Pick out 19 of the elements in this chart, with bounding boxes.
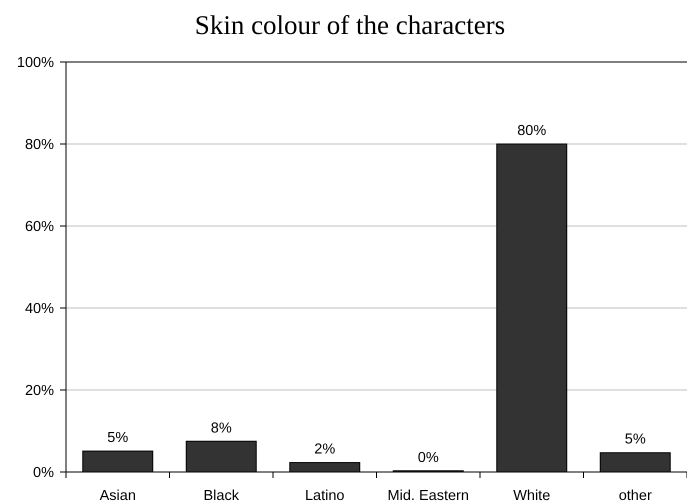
data-label: 8% [210,420,232,436]
data-label: 0% [418,450,439,466]
x-tick-label: White [513,488,550,503]
y-tick-label: 80% [24,137,54,154]
data-label: 2% [314,442,336,458]
x-tick-label: Latino [304,488,345,503]
x-tick-label: Black [204,488,240,503]
y-tick-label: 100% [16,55,54,72]
x-tick-label: Mid. Eastern [388,488,469,503]
chart-title: Skin colour of the characters [194,10,506,40]
data-label: 80% [517,123,546,139]
x-tick-label: other [618,488,652,503]
y-tick-label: 0% [33,465,54,482]
data-label: 5% [624,432,646,448]
data-label: 5% [107,430,128,446]
y-tick-label: 20% [24,383,54,400]
y-tick-label: 60% [24,219,54,236]
x-tick-label: Asian [100,488,136,503]
y-tick-label: 40% [24,301,54,318]
